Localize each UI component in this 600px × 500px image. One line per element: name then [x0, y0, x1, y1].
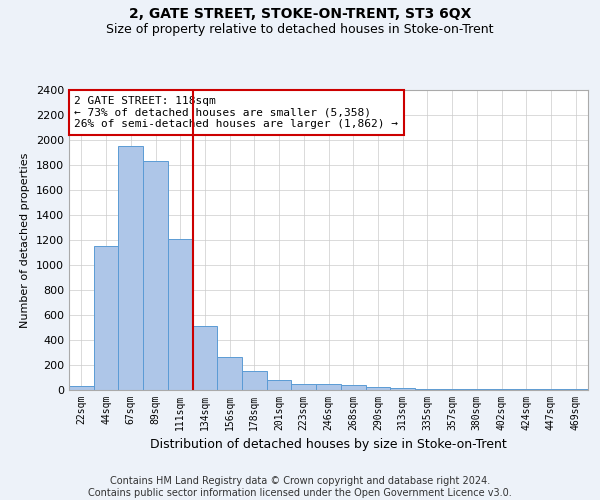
- Bar: [390, 388, 415, 390]
- Y-axis label: Number of detached properties: Number of detached properties: [20, 152, 31, 328]
- Bar: [415, 389, 440, 390]
- Text: 2 GATE STREET: 118sqm
← 73% of detached houses are smaller (5,358)
26% of semi-d: 2 GATE STREET: 118sqm ← 73% of detached …: [74, 96, 398, 129]
- Bar: [242, 371, 267, 390]
- Bar: [316, 384, 341, 390]
- Bar: [118, 146, 143, 390]
- Bar: [168, 239, 193, 390]
- Bar: [267, 380, 292, 390]
- X-axis label: Distribution of detached houses by size in Stoke-on-Trent: Distribution of detached houses by size …: [150, 438, 507, 452]
- Bar: [193, 326, 217, 390]
- Text: Contains HM Land Registry data © Crown copyright and database right 2024.
Contai: Contains HM Land Registry data © Crown c…: [88, 476, 512, 498]
- Bar: [69, 386, 94, 390]
- Bar: [365, 387, 390, 390]
- Bar: [217, 357, 242, 390]
- Bar: [341, 385, 365, 390]
- Bar: [292, 384, 316, 390]
- Bar: [94, 246, 118, 390]
- Text: 2, GATE STREET, STOKE-ON-TRENT, ST3 6QX: 2, GATE STREET, STOKE-ON-TRENT, ST3 6QX: [129, 8, 471, 22]
- Text: Size of property relative to detached houses in Stoke-on-Trent: Size of property relative to detached ho…: [106, 22, 494, 36]
- Bar: [143, 161, 168, 390]
